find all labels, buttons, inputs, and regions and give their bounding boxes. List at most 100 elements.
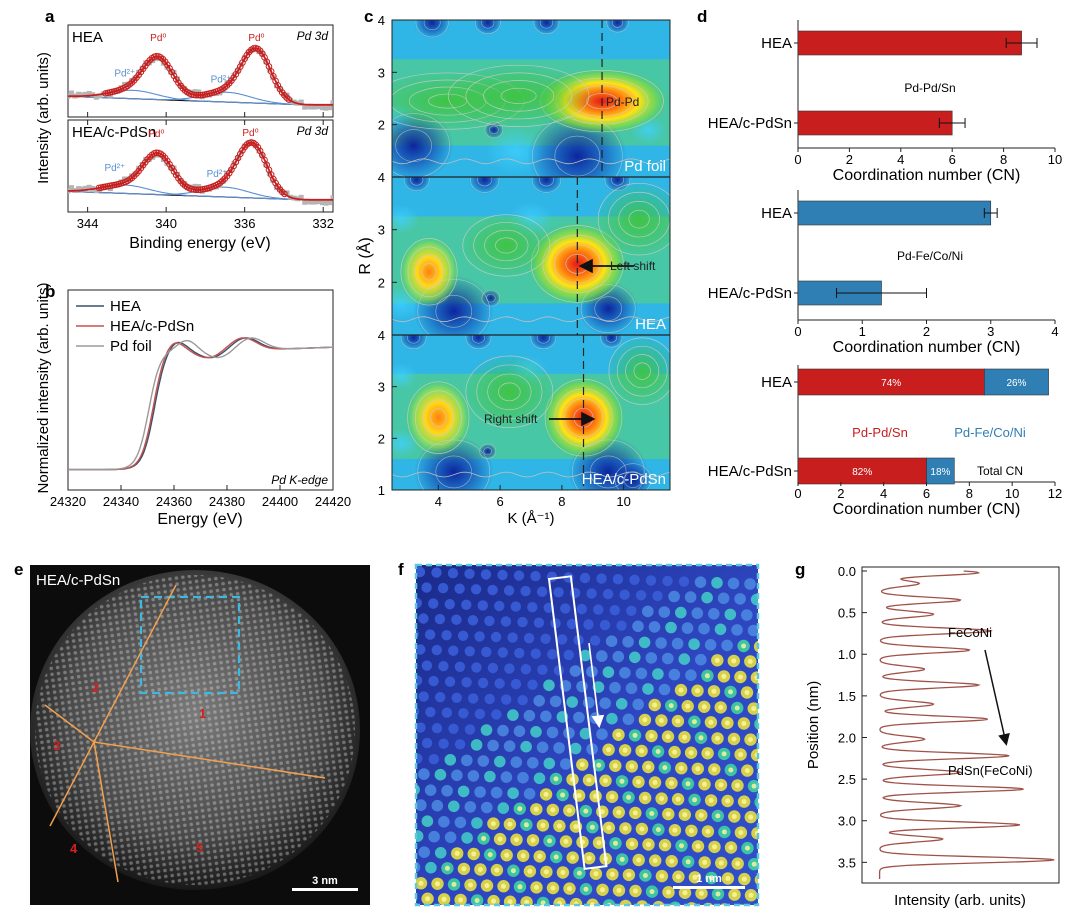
f-atom bbox=[503, 585, 515, 596]
f-atom bbox=[530, 726, 542, 738]
f-atom bbox=[596, 650, 608, 662]
c-contour bbox=[421, 263, 437, 281]
a-data-square bbox=[167, 69, 173, 75]
f-atom bbox=[635, 590, 647, 601]
e-lattice bbox=[35, 575, 355, 885]
c-contour bbox=[532, 115, 623, 177]
f-atom bbox=[484, 693, 495, 705]
f-atom-core bbox=[774, 722, 779, 727]
f-atom-core bbox=[659, 796, 665, 802]
f-atom-core bbox=[685, 859, 691, 865]
f-atom-core bbox=[606, 825, 612, 831]
d-subplot-0: HEA HEA/c-PdSn 0 2 4 6 8 10 Coordination number … bbox=[708, 20, 1062, 184]
a-data-square bbox=[97, 186, 103, 192]
f-atom bbox=[428, 909, 440, 920]
e-scalebar bbox=[292, 888, 358, 891]
panel-letter-d: d bbox=[697, 7, 707, 26]
f-atom bbox=[494, 678, 505, 689]
f-atom bbox=[596, 728, 608, 740]
f-atom-core bbox=[556, 823, 562, 829]
a-data-square bbox=[139, 161, 145, 167]
a-data-square bbox=[302, 199, 308, 205]
f-atom bbox=[510, 756, 523, 768]
f-atom bbox=[510, 601, 521, 612]
f-atom-core bbox=[616, 887, 622, 893]
f-atom bbox=[392, 861, 404, 873]
f-atom bbox=[418, 768, 430, 780]
d-bar bbox=[797, 200, 992, 226]
f-atom-core bbox=[738, 752, 744, 757]
f-atom bbox=[767, 672, 779, 684]
c-contour bbox=[608, 337, 670, 405]
d-xtick-label: 6 bbox=[923, 486, 930, 501]
f-atom bbox=[764, 781, 776, 793]
f-atom bbox=[767, 594, 779, 606]
f-atom-core bbox=[606, 747, 612, 753]
f-atom bbox=[530, 648, 541, 659]
f-atom bbox=[416, 799, 427, 811]
d-xtick-label: 2 bbox=[846, 152, 853, 167]
f-atom-core bbox=[652, 858, 658, 864]
f-atom bbox=[734, 593, 746, 605]
f-atom bbox=[421, 582, 432, 593]
f-atom bbox=[708, 608, 720, 620]
f-atom bbox=[487, 584, 498, 596]
f-atom bbox=[457, 630, 469, 641]
f-atom bbox=[704, 639, 717, 651]
f-atom bbox=[431, 567, 442, 578]
f-atom bbox=[560, 913, 572, 920]
f-atom-core bbox=[708, 875, 714, 881]
c-map-lite bbox=[392, 363, 418, 390]
f-atom bbox=[754, 796, 758, 808]
f-atom-core bbox=[477, 867, 483, 872]
f-atom-core bbox=[718, 782, 724, 788]
f-atom bbox=[619, 667, 631, 679]
c-contour bbox=[392, 316, 670, 323]
f-atom bbox=[547, 649, 558, 660]
f-atom bbox=[523, 709, 536, 722]
f-atom-core bbox=[543, 791, 549, 797]
f-atom-core bbox=[530, 837, 536, 843]
e-grain-label: 1 bbox=[199, 706, 206, 721]
d-xtick-label: 0 bbox=[794, 152, 801, 167]
c-contour bbox=[417, 439, 491, 490]
f-atom-core bbox=[737, 674, 743, 680]
a-data-square bbox=[160, 157, 166, 163]
c-contour bbox=[447, 64, 590, 127]
c-contour bbox=[536, 335, 550, 344]
g-frame bbox=[861, 566, 1060, 884]
c-contour bbox=[395, 129, 432, 162]
f-atom bbox=[577, 914, 589, 920]
a-data-square bbox=[167, 165, 173, 171]
e-scalebar-label: 3 nm bbox=[312, 875, 338, 887]
b-xtick-label: 24400 bbox=[262, 494, 298, 509]
f-atom bbox=[612, 650, 625, 663]
f-atom bbox=[421, 815, 434, 827]
a-data-circle bbox=[128, 79, 136, 86]
f-atom bbox=[593, 915, 605, 920]
a-top-frame bbox=[67, 24, 334, 118]
c-contour bbox=[415, 20, 449, 38]
f-atom-core bbox=[576, 870, 582, 876]
f-atom bbox=[596, 573, 607, 584]
f-atom bbox=[507, 787, 519, 799]
f-atom bbox=[467, 615, 479, 626]
c-contour bbox=[604, 177, 631, 192]
f-atom bbox=[757, 769, 758, 774]
f-atom bbox=[504, 663, 515, 674]
d-category-label: HEA/c-PdSn bbox=[708, 463, 792, 480]
f-atom bbox=[448, 723, 459, 734]
f-atom bbox=[662, 575, 673, 587]
f-atom-core bbox=[675, 874, 681, 880]
e-boundary-line bbox=[93, 584, 177, 743]
a-data-square bbox=[175, 76, 181, 82]
c-contour bbox=[606, 20, 629, 33]
f-atom-core bbox=[599, 809, 605, 815]
f-atom-core bbox=[741, 876, 747, 882]
f-atom-core bbox=[781, 660, 786, 665]
f-atom-core bbox=[672, 827, 678, 833]
d-xtick-label: 2 bbox=[837, 486, 844, 501]
f-atom bbox=[487, 739, 499, 752]
c-contour bbox=[473, 222, 540, 269]
f-atom bbox=[487, 662, 499, 674]
